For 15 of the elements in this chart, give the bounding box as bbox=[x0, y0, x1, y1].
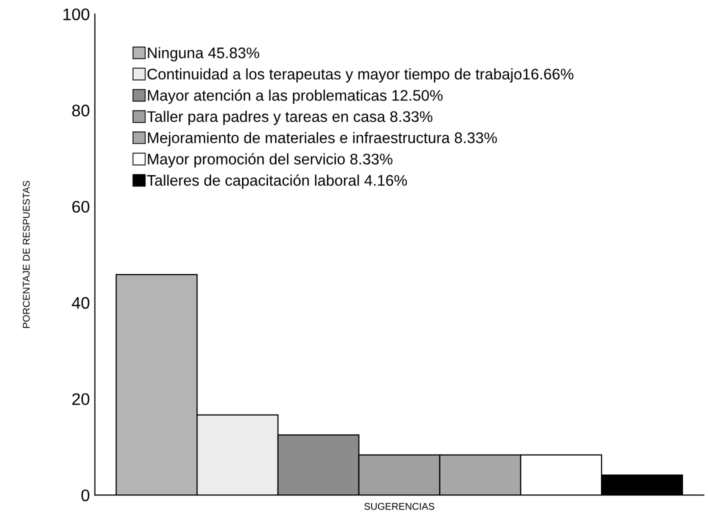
legend-label: Mayor atención a las problematicas 12.50% bbox=[148, 89, 443, 104]
y-tick-label: 40 bbox=[72, 297, 90, 309]
y-axis-title: PORCENTAJE DE RESPUESTAS bbox=[22, 180, 30, 328]
y-tick-label: 0 bbox=[81, 489, 90, 502]
legend-label: Mejoramiento de materiales e infraestructura 8.33% bbox=[148, 132, 497, 146]
legend-label: Talleres de capacitación laboral 4.16% bbox=[147, 174, 407, 189]
legend-label: Taller para padres y tareas en casa 8.33% bbox=[147, 110, 432, 126]
x-axis-title: SUGERENCIAS bbox=[364, 502, 434, 510]
y-tick-label: 60 bbox=[72, 200, 90, 213]
legend-label: Mayor promoción del servicio 8.33% bbox=[148, 153, 392, 168]
y-tick-label: 100 bbox=[63, 8, 90, 20]
y-tick-label: 80 bbox=[72, 104, 90, 116]
legend-label: Ninguna 45.83% bbox=[148, 47, 260, 62]
y-tick-label: 20 bbox=[72, 393, 90, 406]
legend-label: Continuidad a los terapeutas y mayor tiempo de trabajo16.66% bbox=[148, 68, 574, 83]
